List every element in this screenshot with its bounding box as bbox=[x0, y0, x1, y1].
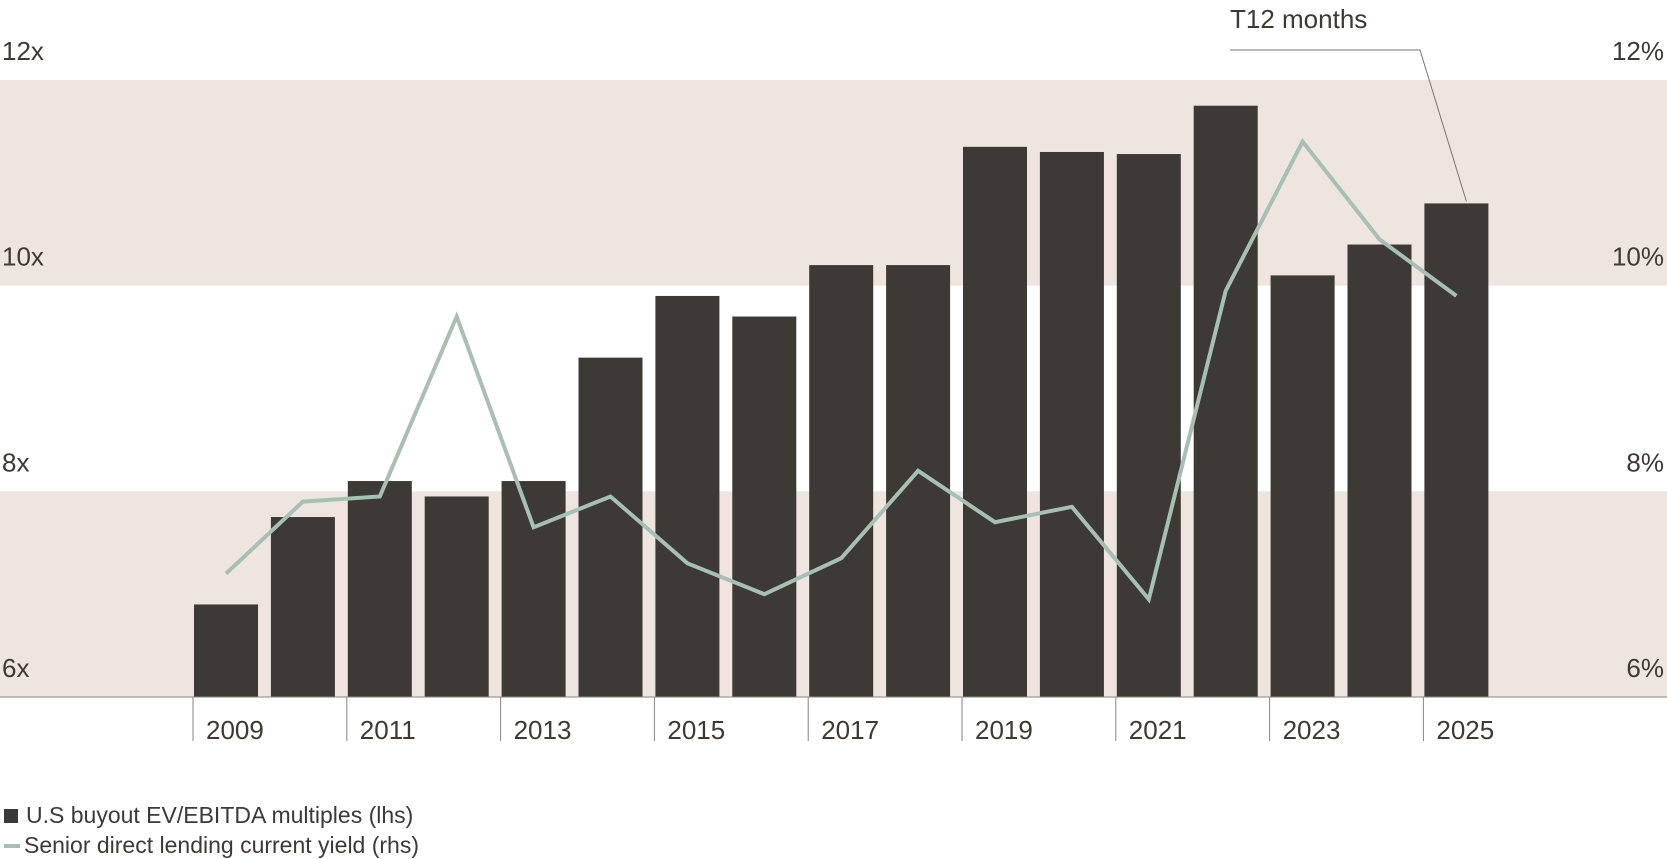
y-left-tick-label-1: 8x bbox=[2, 447, 29, 477]
legend-bar-swatch bbox=[4, 808, 18, 823]
bar-2012 bbox=[424, 496, 489, 697]
legend-item-bar: U.S buyout EV/EBITDA multiples (lhs) bbox=[4, 802, 413, 829]
x-tick-label-2023: 2023 bbox=[1283, 715, 1341, 745]
bar-2013 bbox=[501, 481, 566, 697]
legend-line-swatch bbox=[4, 843, 20, 848]
x-axis: 2009 2011 2013 2015 2017 2019 2021 2023 2025 bbox=[0, 696, 1667, 745]
bar-2025 bbox=[1424, 203, 1489, 697]
y-right-tick-label-3: 12% bbox=[1612, 36, 1664, 66]
y-right-tick-label-1: 8% bbox=[1626, 447, 1664, 477]
bar-2023 bbox=[1270, 275, 1335, 697]
x-tick-label-2015: 2015 bbox=[667, 715, 725, 745]
x-tick-label-2019: 2019 bbox=[975, 715, 1033, 745]
x-tick-label-2011: 2011 bbox=[360, 715, 416, 745]
line-series bbox=[224, 138, 1458, 604]
legend-item-line: Senior direct lending current yield (rhs… bbox=[4, 832, 419, 859]
band-1 bbox=[0, 80, 1667, 286]
annotation: T12 months bbox=[1230, 4, 1467, 202]
bar-2009 bbox=[194, 604, 258, 697]
y-left-tick-label-0: 6x bbox=[2, 653, 29, 683]
bar-2021 bbox=[1116, 154, 1181, 698]
bar-2022 bbox=[1193, 105, 1258, 698]
legend-bar-label: U.S buyout EV/EBITDA multiples (lhs) bbox=[26, 802, 414, 828]
annotation-label: T12 months bbox=[1230, 4, 1367, 34]
y-axis-right: 6% 8% 10% 12% bbox=[1612, 36, 1664, 683]
bar-2018 bbox=[886, 265, 951, 697]
legend-line-label: Senior direct lending current yield (rhs… bbox=[24, 832, 420, 858]
y-right-tick-label-2: 10% bbox=[1612, 242, 1664, 272]
bar-2020 bbox=[1039, 151, 1104, 697]
bar-2019 bbox=[963, 146, 1027, 697]
x-tick-label-2013: 2013 bbox=[514, 715, 572, 745]
bar-2017 bbox=[809, 265, 874, 697]
y-left-tick-label-3: 12x bbox=[2, 36, 44, 66]
bar-series bbox=[194, 105, 1489, 698]
y-axis-left: 6x 8x 10x 12x bbox=[2, 36, 44, 683]
bar-2011 bbox=[347, 481, 412, 697]
x-tick-label-2017: 2017 bbox=[821, 715, 879, 745]
x-tick-label-2025: 2025 bbox=[1436, 715, 1494, 745]
x-tick-label-2021: 2021 bbox=[1129, 715, 1187, 745]
yield-line bbox=[224, 138, 1458, 604]
bar-2016 bbox=[732, 316, 797, 697]
bar-2015 bbox=[655, 295, 720, 697]
bar-2024 bbox=[1347, 244, 1412, 698]
x-tick-label-2009: 2009 bbox=[206, 715, 264, 745]
bar-2014 bbox=[578, 357, 643, 697]
annotation-leader bbox=[1230, 49, 1467, 202]
bar-2010 bbox=[270, 517, 335, 697]
y-left-tick-label-2: 10x bbox=[2, 242, 44, 272]
y-right-tick-label-0: 6% bbox=[1626, 653, 1664, 683]
